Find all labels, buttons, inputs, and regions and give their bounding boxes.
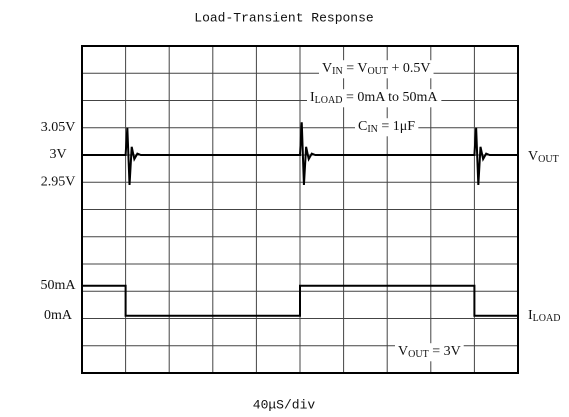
annotation-part: V <box>322 61 332 76</box>
y-tick-label: 0mA <box>44 308 73 323</box>
annotation-background <box>395 343 464 362</box>
annotation-text: CIN = 1μF <box>358 119 415 135</box>
annotation-part: C <box>358 119 367 134</box>
subscript: IN <box>332 66 343 77</box>
annotation: VOUT = 3V <box>395 343 464 362</box>
annotation-text: ILOAD = 0mA to 50mA <box>310 90 438 106</box>
plot-frame <box>81 45 519 374</box>
trace <box>82 284 518 317</box>
annotation: ILOAD <box>528 308 560 324</box>
annotation: VIN = VOUT + 0.5V <box>319 60 434 79</box>
annotation-background <box>355 118 419 137</box>
annotation-part: I <box>528 308 533 323</box>
chart-title: Load-Transient Response <box>194 10 373 25</box>
y-tick-label: 50mA <box>41 278 77 293</box>
annotation-part: V <box>398 344 408 359</box>
annotation-part: = 3V <box>429 344 461 359</box>
annotation-text: VOUT <box>528 149 559 165</box>
annotation-part: = V <box>343 61 368 76</box>
annotation-part: V <box>528 149 538 164</box>
subscript: LOAD <box>315 95 343 106</box>
subscript: OUT <box>408 349 429 360</box>
annotation-background <box>307 89 442 108</box>
annotation-part: = 0mA to 50mA <box>342 90 438 105</box>
annotation-part: = 1μF <box>378 119 415 134</box>
annotation-text: VOUT = 3V <box>398 344 461 360</box>
annotation-background <box>319 60 434 79</box>
subscript: IN <box>367 124 378 135</box>
annotation-text: ILOAD <box>528 308 560 324</box>
annotation: VOUT <box>528 149 559 165</box>
y-tick-label: 3V <box>49 147 66 162</box>
subscript: OUT <box>538 154 559 165</box>
subscript: LOAD <box>533 313 561 324</box>
y-tick-label: 2.95V <box>41 174 76 189</box>
x-axis-label: 40μS/div <box>253 397 316 412</box>
annotation-part: I <box>310 90 315 105</box>
annotation-text: VIN = VOUT + 0.5V <box>322 61 431 77</box>
annotation-part: + 0.5V <box>388 61 431 76</box>
annotation: CIN = 1μF <box>355 118 419 137</box>
trace <box>82 122 518 186</box>
annotation: ILOAD = 0mA to 50mA <box>307 89 442 108</box>
subscript: OUT <box>367 66 388 77</box>
y-tick-label: 3.05V <box>41 120 76 135</box>
